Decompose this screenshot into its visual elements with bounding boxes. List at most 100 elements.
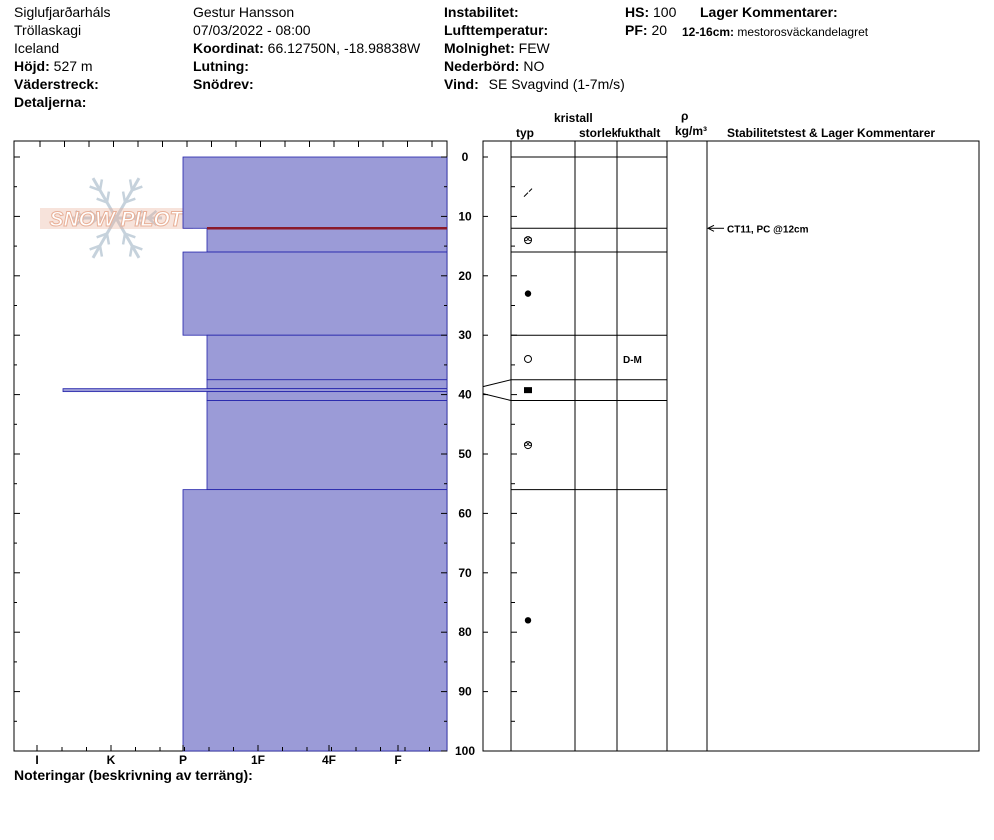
elevation-value: 527 m <box>53 58 93 74</box>
stability-comments-panel: CT11, PC @12cm <box>706 224 809 235</box>
hoar-dot <box>528 442 532 446</box>
depth-tick-label: 10 <box>458 209 472 223</box>
wind-label: Vind: <box>444 76 479 92</box>
sky-value: FEW <box>518 40 550 56</box>
depth-axis: 0 10 20 30 40 50 60 70 80 90 100 <box>14 150 517 758</box>
snowflake-branch <box>96 232 108 239</box>
ice-formation-icon <box>524 387 532 394</box>
hardness-layer-8 <box>182 489 448 752</box>
pf-row: PF: 20 <box>625 22 667 38</box>
hoar-dot <box>524 237 528 242</box>
snowflake-branch <box>147 217 158 227</box>
grain-type-panel: D-M <box>482 140 980 752</box>
air-temp-label: Lufttemperatur: <box>444 22 549 38</box>
depth-tick-label: 60 <box>458 506 472 520</box>
rounded-grain-dot <box>524 617 532 624</box>
wind-value: SE Svagvind (1-7m/s) <box>488 76 625 92</box>
hardness-tick-label: 1F <box>251 753 265 767</box>
snowflake-branch <box>105 233 111 245</box>
density-unit-header: kg/m³ <box>675 124 708 138</box>
snowflake-branch <box>121 191 127 203</box>
layer-comments-label: Lager Kommentarer: <box>700 4 838 20</box>
snowflake-arm <box>114 177 141 219</box>
stability-test-label: CT11, PC @12cm <box>727 224 809 235</box>
hoar-dot <box>524 442 528 446</box>
wind-row: Vind: SE Svagvind (1-7m/s) <box>444 76 625 92</box>
country-name: Iceland <box>14 40 60 56</box>
melt-form-circle <box>524 354 532 363</box>
rho-header: ρ <box>681 109 689 123</box>
hardness-layer-3 <box>206 334 448 381</box>
snowflake-branch <box>88 209 99 219</box>
thin-layer-connector <box>482 393 512 402</box>
observer-name: Gestur Hansson <box>193 4 295 20</box>
pf-label: PF: <box>625 22 648 38</box>
coordinates-row: Koordinat: 66.12750N, -18.98838W <box>193 40 420 56</box>
snowflake-branch <box>124 197 136 204</box>
hardness-tick-label: K <box>107 753 116 767</box>
instability-label: Instabilitet: <box>444 4 519 20</box>
hardness-profile-panel: I K P 1F 4F F <box>13 140 448 767</box>
snowflake-branch <box>131 244 143 251</box>
depth-hoar-icon <box>524 441 532 450</box>
hardness-layer-0 <box>182 156 448 229</box>
snowflake-branch <box>96 197 108 204</box>
moisture-header: fukthalt <box>617 126 661 140</box>
hardness-tick-label: I <box>35 753 38 767</box>
notes-label: Noteringar (beskrivning av terräng): <box>14 767 253 783</box>
hardness-tick-label: P <box>179 753 187 767</box>
depth-tick-label: 70 <box>458 566 472 580</box>
coordinates-value: 66.12750N, -18.98838W <box>267 40 421 56</box>
rounded-grains-icon <box>524 290 532 297</box>
snowflake-branch <box>133 209 144 219</box>
elevation-row: Höjd: 527 m <box>14 58 93 74</box>
hardness-tick-label: F <box>394 753 401 767</box>
hardness-tick-label: 4F <box>322 753 336 767</box>
surface-hoar-icon <box>524 236 532 245</box>
thin-layer-connector <box>482 379 512 388</box>
snowflake-branch <box>147 209 158 219</box>
precip-label: Nederbörd: <box>444 58 520 74</box>
depth-tick-label: 90 <box>458 685 472 699</box>
snowflake-branch <box>74 217 85 227</box>
decomposing-fragments-stroke <box>523 192 529 197</box>
hardness-layer-4 <box>206 379 448 390</box>
layer-comment-row: 12-16cm: mestorosväckandelagret <box>682 24 868 40</box>
logo-text: SNOW PILOT <box>50 208 185 231</box>
snowflake-branch <box>74 209 85 219</box>
coordinates-label: Koordinat: <box>193 40 264 56</box>
logo-band <box>40 208 193 229</box>
snowflake-branch <box>89 185 101 192</box>
precip-row: Nederbörd: NO <box>444 58 544 74</box>
snowflake-arm <box>114 217 141 259</box>
hs-label: HS: <box>625 4 650 20</box>
hardness-layer-5 <box>62 388 448 393</box>
hardness-layer-7 <box>206 400 448 491</box>
snowflake-branch <box>133 217 144 227</box>
aspect-label: Väderstreck: <box>14 76 99 92</box>
decomposing-fragments-stroke <box>528 188 533 192</box>
details-label: Detaljerna: <box>14 94 87 110</box>
rounded-grains-icon <box>524 617 532 624</box>
snowflake-branch <box>131 185 143 192</box>
depth-tick-label: 20 <box>458 269 472 283</box>
pf-value: 20 <box>651 22 668 38</box>
hs-value: 100 <box>653 4 677 20</box>
melt-forms-icon <box>524 354 532 363</box>
region-name: Tröllaskagi <box>14 22 82 38</box>
hardness-layer-1 <box>206 227 448 253</box>
hardness-layer-6 <box>206 391 448 401</box>
depth-tick-label: 40 <box>458 388 472 402</box>
depth-tick-label: 50 <box>458 447 472 461</box>
depth-tick-label: 0 <box>462 150 469 164</box>
snowflake-branch <box>124 232 136 239</box>
depth-tick-label: 100 <box>455 744 475 758</box>
stability-comments-header: Stabilitetstest & Lager Kommentarer <box>727 126 936 140</box>
rounded-grain-dot <box>524 290 532 297</box>
stability-arrow-head <box>706 224 715 232</box>
type-header: typ <box>516 126 534 140</box>
observation-datetime: 07/03/2022 - 08:00 <box>193 22 311 38</box>
snowflake-branch <box>121 233 127 245</box>
snowflake-branch <box>88 217 99 227</box>
